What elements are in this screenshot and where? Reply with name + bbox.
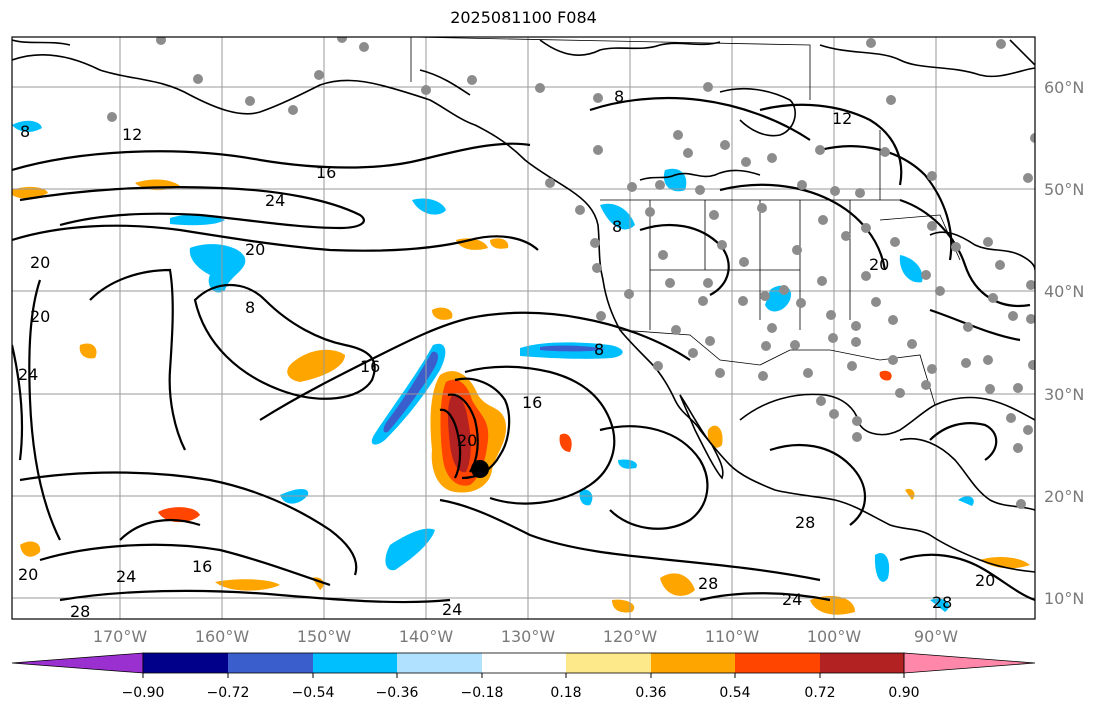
colorbar-tick-label: 0.72	[804, 685, 835, 701]
colorbar-segment	[651, 653, 735, 673]
contour-label: 16	[522, 393, 542, 412]
lon-label: 130°W	[501, 627, 556, 646]
contour-label: 16	[360, 357, 380, 376]
lon-label: 160°W	[195, 627, 250, 646]
colorbar-tick-label: 0.90	[888, 685, 919, 701]
contour-label: 24	[265, 191, 285, 210]
borders	[410, 37, 961, 406]
map-border	[11, 36, 1036, 620]
contour-label: 24	[782, 590, 802, 609]
colorbar-segment	[143, 653, 228, 673]
lat-label: 50°N	[1044, 180, 1084, 199]
colorbar-tick-label: 0.54	[719, 685, 750, 701]
lat-label: 10°N	[1044, 589, 1084, 608]
colorbar-frame	[142, 652, 905, 674]
colorbar-tick-label: −0.54	[292, 685, 335, 701]
contour-label: 28	[795, 513, 815, 532]
contour-label: 28	[698, 574, 718, 593]
contour-label: 20	[30, 307, 50, 326]
lat-label: 20°N	[1044, 487, 1084, 506]
contour-label: 8	[614, 87, 624, 106]
contour-label: 8	[245, 298, 255, 317]
contour-label: 16	[192, 557, 212, 576]
contour-label: 20	[245, 240, 265, 259]
contour-label: 16	[316, 163, 336, 182]
coastlines	[12, 39, 1035, 573]
colorbar: −0.90 −0.72 −0.54 −0.36 −0.18 0.18 0.36 …	[11, 652, 1036, 701]
lon-label: 90°W	[914, 627, 958, 646]
lon-label: 150°W	[297, 627, 352, 646]
contour-label: 20	[869, 255, 889, 274]
contour-labels: 8 12 16 24 20 20 8 16 20 16 20 8 12 8 20…	[18, 87, 995, 621]
lon-label: 140°W	[399, 627, 454, 646]
storm-center-marker	[471, 460, 489, 478]
lon-label: 100°W	[807, 627, 862, 646]
contour-label: 28	[932, 593, 952, 612]
latitude-labels: 60°N 50°N 40°N 30°N 20°N 10°N	[1044, 78, 1084, 608]
contour-label: 20	[975, 571, 995, 590]
lon-label: 170°W	[93, 627, 148, 646]
contour-label: 20	[457, 431, 477, 450]
contour-label: 12	[122, 125, 142, 144]
colorbar-segment	[11, 652, 144, 674]
contour-label: 20	[18, 565, 38, 584]
colorbar-segment	[566, 653, 651, 673]
contour-label: 20	[30, 253, 50, 272]
contour-label: 12	[832, 109, 852, 128]
lat-label: 30°N	[1044, 385, 1084, 404]
colorbar-segment	[397, 653, 482, 673]
colorbar-tick-label: −0.18	[461, 685, 504, 701]
colorbar-tick-label: −0.36	[376, 685, 419, 701]
colorbar-segment	[903, 652, 1036, 674]
longitude-labels: 170°W 160°W 150°W 140°W 130°W 120°W 110°…	[93, 627, 958, 646]
contour-label: 28	[70, 602, 90, 621]
station-dots	[107, 37, 1035, 509]
colorbar-tick-label: 0.36	[635, 685, 666, 701]
lon-label: 110°W	[705, 627, 760, 646]
contour-label: 8	[594, 340, 604, 359]
colorbar-segment	[482, 653, 566, 673]
map-title: 2025081100 F084	[450, 8, 597, 27]
lon-label: 120°W	[603, 627, 658, 646]
colorbar-segment	[228, 653, 313, 673]
colorbar-segment	[820, 653, 904, 673]
lat-label: 40°N	[1044, 282, 1084, 301]
colorbar-segment	[735, 653, 820, 673]
colorbar-tick-label: −0.90	[122, 685, 165, 701]
contour-label: 24	[18, 365, 38, 384]
colorbar-tick-label: 0.18	[550, 685, 581, 701]
contour-label: 8	[612, 217, 622, 236]
lat-label: 60°N	[1044, 78, 1084, 97]
graticule	[12, 37, 1035, 619]
contour-label: 8	[20, 122, 30, 141]
colorbar-segment	[313, 653, 397, 673]
colorbar-tick-label: −0.72	[207, 685, 250, 701]
contour-label: 24	[442, 600, 462, 619]
contour-label: 24	[116, 567, 136, 586]
